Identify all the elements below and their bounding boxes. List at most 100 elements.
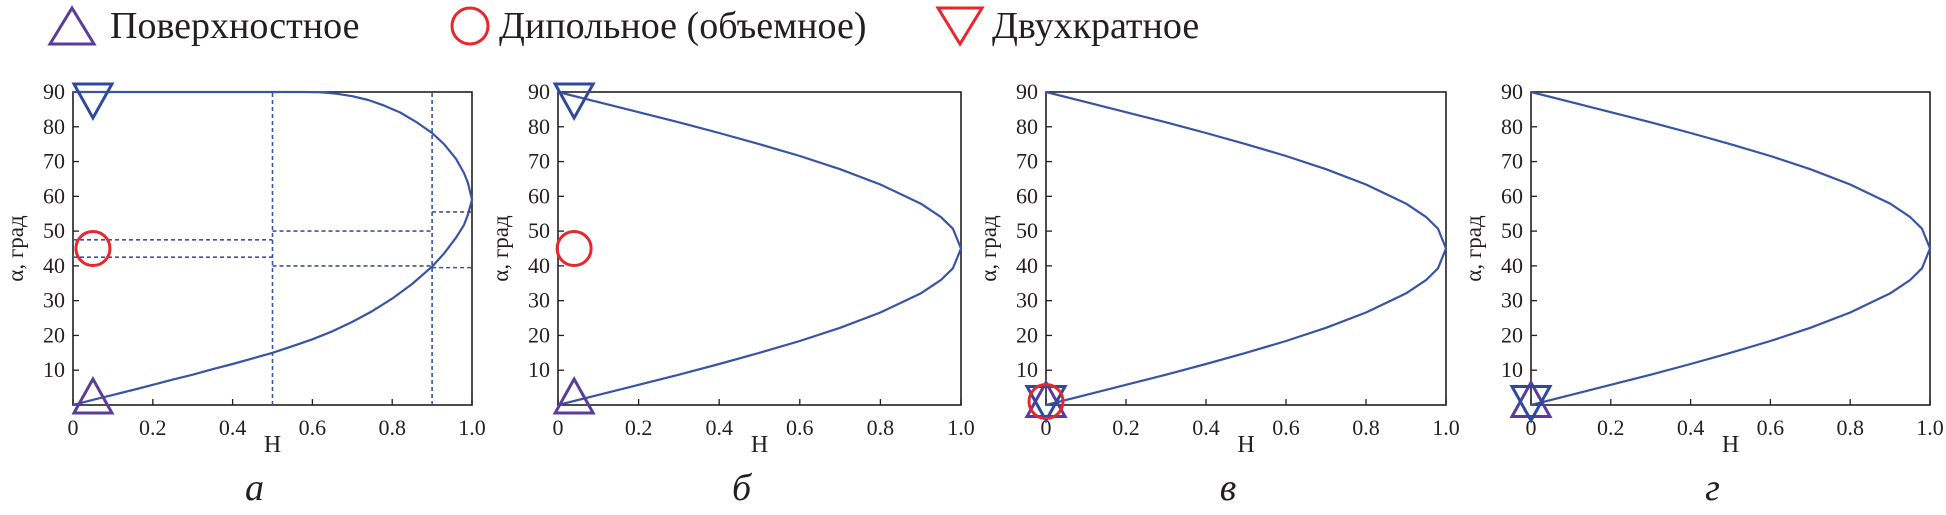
y-axis-label: α, град (488, 215, 513, 282)
x-tick-label: 1.0 (458, 415, 486, 440)
chart-panel-2: 0 0.2 0.4 0.6 0.8 1.0 10 20 30 40 50 60 70 80 90 Hα, гр… (488, 79, 975, 509)
y-tick-label: 70 (1016, 149, 1038, 174)
panel-label: б (732, 467, 753, 509)
triangle-down-icon (935, 6, 985, 47)
y-tick-label: 10 (43, 357, 65, 382)
x-tick-label: 0.8 (1352, 415, 1380, 440)
circle-marker (74, 230, 112, 267)
x-tick-label: 0.2 (1597, 415, 1625, 440)
y-tick-label: 30 (43, 288, 65, 313)
plot-frame (557, 91, 962, 406)
y-axis-label: α, град (976, 215, 1001, 282)
triangle-down-marker (1024, 385, 1068, 424)
triangle-down-marker (71, 82, 115, 122)
y-tick-label: 90 (43, 79, 65, 104)
panel-label: а (245, 467, 264, 509)
x-tick-label: 0.6 (786, 415, 814, 440)
chart-panel-3: 0 0.2 0.4 0.6 0.8 1.0 10 20 30 40 50 60 70 80 90 Hα, гр… (976, 79, 1460, 509)
x-tick-label: 1.0 (947, 415, 975, 440)
data-curve (557, 90, 963, 407)
x-tick-label: 0.4 (219, 415, 247, 440)
data-curve (1530, 90, 1932, 407)
x-tick-label: 0.6 (299, 415, 327, 440)
y-tick-label: 60 (1501, 183, 1523, 208)
circle-marker (555, 230, 593, 267)
y-tick-label: 90 (528, 79, 550, 104)
x-tick-label: 0.8 (867, 415, 895, 440)
x-tick-label: 0.2 (1112, 415, 1140, 440)
y-tick-label: 10 (1501, 357, 1523, 382)
x-axis-label: H (264, 432, 281, 458)
triangle-up-marker (71, 375, 115, 415)
y-tick-label: 50 (528, 218, 550, 243)
legend-label-surface: Поверхностное (110, 5, 360, 47)
x-tick-label: 0 (553, 415, 564, 440)
triangle-up-marker (552, 375, 596, 415)
y-tick-label: 40 (1501, 253, 1523, 278)
x-axis-label: H (1722, 432, 1739, 458)
y-tick-label: 70 (1501, 149, 1523, 174)
legend-label-double: Двухкратное (992, 5, 1200, 47)
x-tick-label: 1.0 (1916, 415, 1944, 440)
y-tick-label: 10 (528, 357, 550, 382)
legend-label-dipole: Дипольное (объемное) (499, 5, 867, 47)
y-tick-label: 20 (1501, 322, 1523, 347)
y-tick-label: 80 (1501, 114, 1523, 139)
x-tick-label: 0.2 (625, 415, 653, 440)
triangle-up-marker (1024, 379, 1068, 419)
triangle-up-marker (1509, 379, 1553, 419)
y-axis-label: α, град (3, 215, 28, 282)
y-tick-label: 50 (1501, 218, 1523, 243)
x-tick-label: 0.8 (378, 415, 406, 440)
x-tick-label: 0 (68, 415, 79, 440)
x-tick-label: 0.4 (705, 415, 733, 440)
x-axis-label: H (1237, 432, 1254, 458)
legend: Поверхностное Дипольное (объемное) Двухк… (0, 0, 1946, 56)
y-tick-label: 20 (43, 322, 65, 347)
y-tick-label: 40 (528, 253, 550, 278)
circle-marker (1027, 383, 1065, 421)
y-tick-label: 20 (1016, 322, 1038, 347)
triangle-down-marker (1509, 385, 1553, 424)
panel-label: в (1220, 467, 1237, 509)
x-tick-label: 0.6 (1272, 415, 1300, 440)
triangle-down-marker (552, 82, 596, 122)
y-tick-label: 10 (1016, 357, 1038, 382)
x-tick-label: 1.0 (1432, 415, 1460, 440)
triangle-up-icon (47, 5, 97, 46)
y-tick-label: 60 (528, 183, 550, 208)
x-tick-label: 0.6 (1757, 415, 1785, 440)
y-tick-label: 90 (1016, 79, 1038, 104)
y-tick-label: 20 (528, 322, 550, 347)
y-tick-label: 70 (528, 149, 550, 174)
y-tick-label: 40 (1016, 253, 1038, 278)
x-tick-label: 0.2 (139, 415, 167, 440)
y-tick-label: 30 (1016, 288, 1038, 313)
x-tick-label: 0.8 (1836, 415, 1864, 440)
x-tick-label: 0 (1041, 415, 1052, 440)
y-tick-label: 80 (43, 114, 65, 139)
y-tick-label: 30 (528, 288, 550, 313)
data-curve (72, 90, 474, 407)
y-tick-label: 60 (43, 183, 65, 208)
y-tick-label: 50 (43, 218, 65, 243)
panel-label: г (1705, 467, 1720, 509)
y-tick-label: 60 (1016, 183, 1038, 208)
y-tick-label: 80 (528, 114, 550, 139)
y-tick-label: 50 (1016, 218, 1038, 243)
y-axis-label: α, град (1461, 215, 1486, 282)
x-tick-label: 0.4 (1677, 415, 1705, 440)
x-axis-label: H (751, 432, 768, 458)
chart-panel-4: 0 0.2 0.4 0.6 0.8 1.0 10 20 30 40 50 60 70 80 90 Hα, гр… (1461, 79, 1944, 509)
x-tick-label: 0.4 (1192, 415, 1220, 440)
chart-panel-1: 0 0.2 0.4 0.6 0.8 1.0 10 20 30 40 50 60 70 80 90 Hα, гр… (3, 79, 486, 509)
y-tick-label: 80 (1016, 114, 1038, 139)
y-tick-label: 90 (1501, 79, 1523, 104)
y-tick-label: 70 (43, 149, 65, 174)
plot-frame (1530, 91, 1931, 406)
data-curve (1045, 90, 1448, 407)
circle-icon (450, 6, 490, 46)
legend-markers (47, 5, 985, 47)
y-tick-label: 40 (43, 253, 65, 278)
